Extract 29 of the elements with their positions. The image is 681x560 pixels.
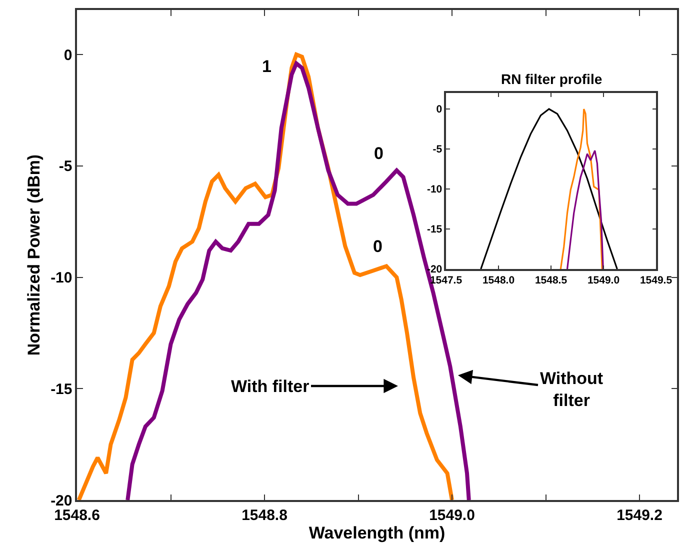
annotation: With filter: [231, 377, 310, 396]
y-tick-label: -5: [432, 144, 442, 156]
line-series: [560, 108, 603, 269]
y-tick-label: -5: [58, 158, 72, 176]
y-tick-label: -10: [50, 270, 72, 287]
line-series: [480, 108, 618, 269]
annotation: 0: [373, 237, 382, 256]
y-axis-title: Normalized Power (dBm): [24, 154, 44, 356]
x-tick-label: 1548.0: [482, 274, 515, 286]
y-tick-label: 0: [64, 46, 72, 64]
y-tick-label: -15: [426, 224, 442, 236]
x-tick-label: 1549.2: [616, 506, 662, 524]
annotation: Without filter: [540, 369, 604, 410]
y-tick-label: 0: [436, 104, 442, 116]
x-tick-label: 1549.5: [640, 274, 672, 286]
line-series: [566, 150, 604, 269]
annotation: 0: [374, 144, 384, 163]
y-tick-label: -20: [50, 492, 72, 510]
y-tick-label: -15: [50, 380, 72, 398]
x-tick-label: 1548.8: [242, 506, 288, 524]
chart-title: RN filter profile: [501, 71, 602, 87]
x-tick-label: 1548.5: [534, 274, 568, 286]
x-axis-title: Wavelength (nm): [308, 524, 446, 543]
x-tick-label: 1549.0: [429, 506, 475, 524]
y-tick-label: -10: [426, 184, 442, 196]
x-tick-label: 1548.6: [54, 506, 100, 524]
x-tick-label: 1549.0: [587, 274, 620, 286]
annotation: 1: [262, 57, 272, 76]
line-series: [126, 61, 471, 500]
